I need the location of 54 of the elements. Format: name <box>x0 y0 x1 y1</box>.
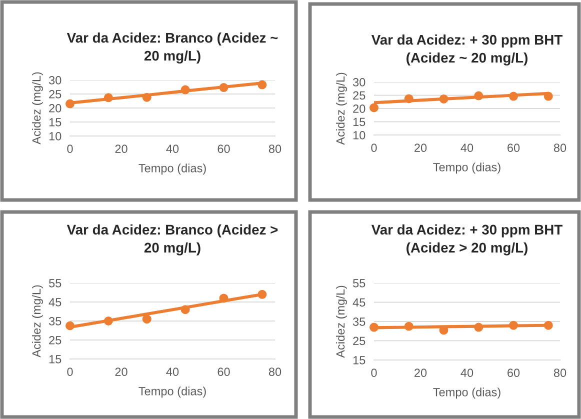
chart-title: Var da Acidez: + 30 ppm BHT (Acidez > 20 mg/L) <box>371 224 562 256</box>
x-tick-label: 60 <box>508 144 520 152</box>
y-tick-label: 10 <box>49 132 62 140</box>
chart-title: Var da Acidez: + 30 ppm BHT (Acidez ~ 20 mg/L) <box>371 34 562 66</box>
y-tick-label: 45 <box>48 298 62 306</box>
x-tick-label: 40 <box>166 144 179 154</box>
y-axis-title: Acidez (mg/L) <box>336 286 347 358</box>
y-tick-label: 35 <box>352 318 366 326</box>
y-tick-label: 25 <box>353 336 366 346</box>
y-tick-label: 45 <box>352 298 366 307</box>
y-tick-label: 20 <box>49 104 62 112</box>
y-tick-label: 25 <box>49 336 62 344</box>
x-tick-label: 40 <box>460 144 474 152</box>
point <box>142 314 152 324</box>
chart-title: Var da Acidez: Branco (Acidez ~ 20 mg/L) <box>66 32 278 64</box>
y-tick-label: 15 <box>49 118 62 126</box>
x-tick-label: 0 <box>371 144 377 152</box>
x-tick-label: 80 <box>554 144 566 152</box>
y-tick-label: 15 <box>353 118 366 126</box>
y-tick-label: 30 <box>352 78 366 86</box>
chart-title: Var da Acidez: Branco (Acidez > 20 mg/L) <box>66 224 278 256</box>
x-tick-label: 0 <box>67 144 73 154</box>
y-tick-label: 20 <box>353 104 366 113</box>
y-axis-title: Acidez (mg/L) <box>336 72 347 145</box>
x-tick-label: 80 <box>268 144 282 154</box>
x-tick-label: 40 <box>460 368 474 378</box>
x-axis-title: Tempo (dias) <box>138 386 206 398</box>
x-tick-label: 80 <box>268 368 282 376</box>
y-tick-label: 25 <box>49 90 62 98</box>
y-tick-label: 15 <box>353 356 366 364</box>
y-tick-label: 35 <box>48 317 62 326</box>
x-tick-label: 20 <box>115 368 128 376</box>
point <box>370 103 378 112</box>
y-axis-title: Acidez (mg/L) <box>32 285 43 358</box>
x-axis-title: Tempo (dias) <box>433 162 500 174</box>
y-tick-label: 55 <box>49 279 62 288</box>
x-tick-label: 0 <box>371 368 377 378</box>
x-tick-label: 60 <box>218 144 230 154</box>
x-tick-label: 60 <box>218 368 230 376</box>
y-axis-title: Acidez (mg/L) <box>32 72 43 144</box>
y-tick-label: 10 <box>353 131 366 140</box>
y-tick-label: 30 <box>48 76 62 84</box>
y-tick-label: 15 <box>49 355 62 364</box>
x-tick-label: 20 <box>115 144 128 154</box>
x-axis-title: Tempo (dias) <box>138 164 206 175</box>
x-tick-label: 80 <box>554 368 566 378</box>
y-tick-label: 55 <box>353 279 366 288</box>
x-tick-label: 40 <box>166 368 179 376</box>
x-tick-label: 0 <box>67 368 73 376</box>
x-axis-title: Tempo (dias) <box>433 388 500 399</box>
x-tick-label: 20 <box>414 144 427 152</box>
x-tick-label: 20 <box>414 368 427 378</box>
x-tick-label: 60 <box>508 368 520 378</box>
y-tick-label: 25 <box>353 91 366 100</box>
